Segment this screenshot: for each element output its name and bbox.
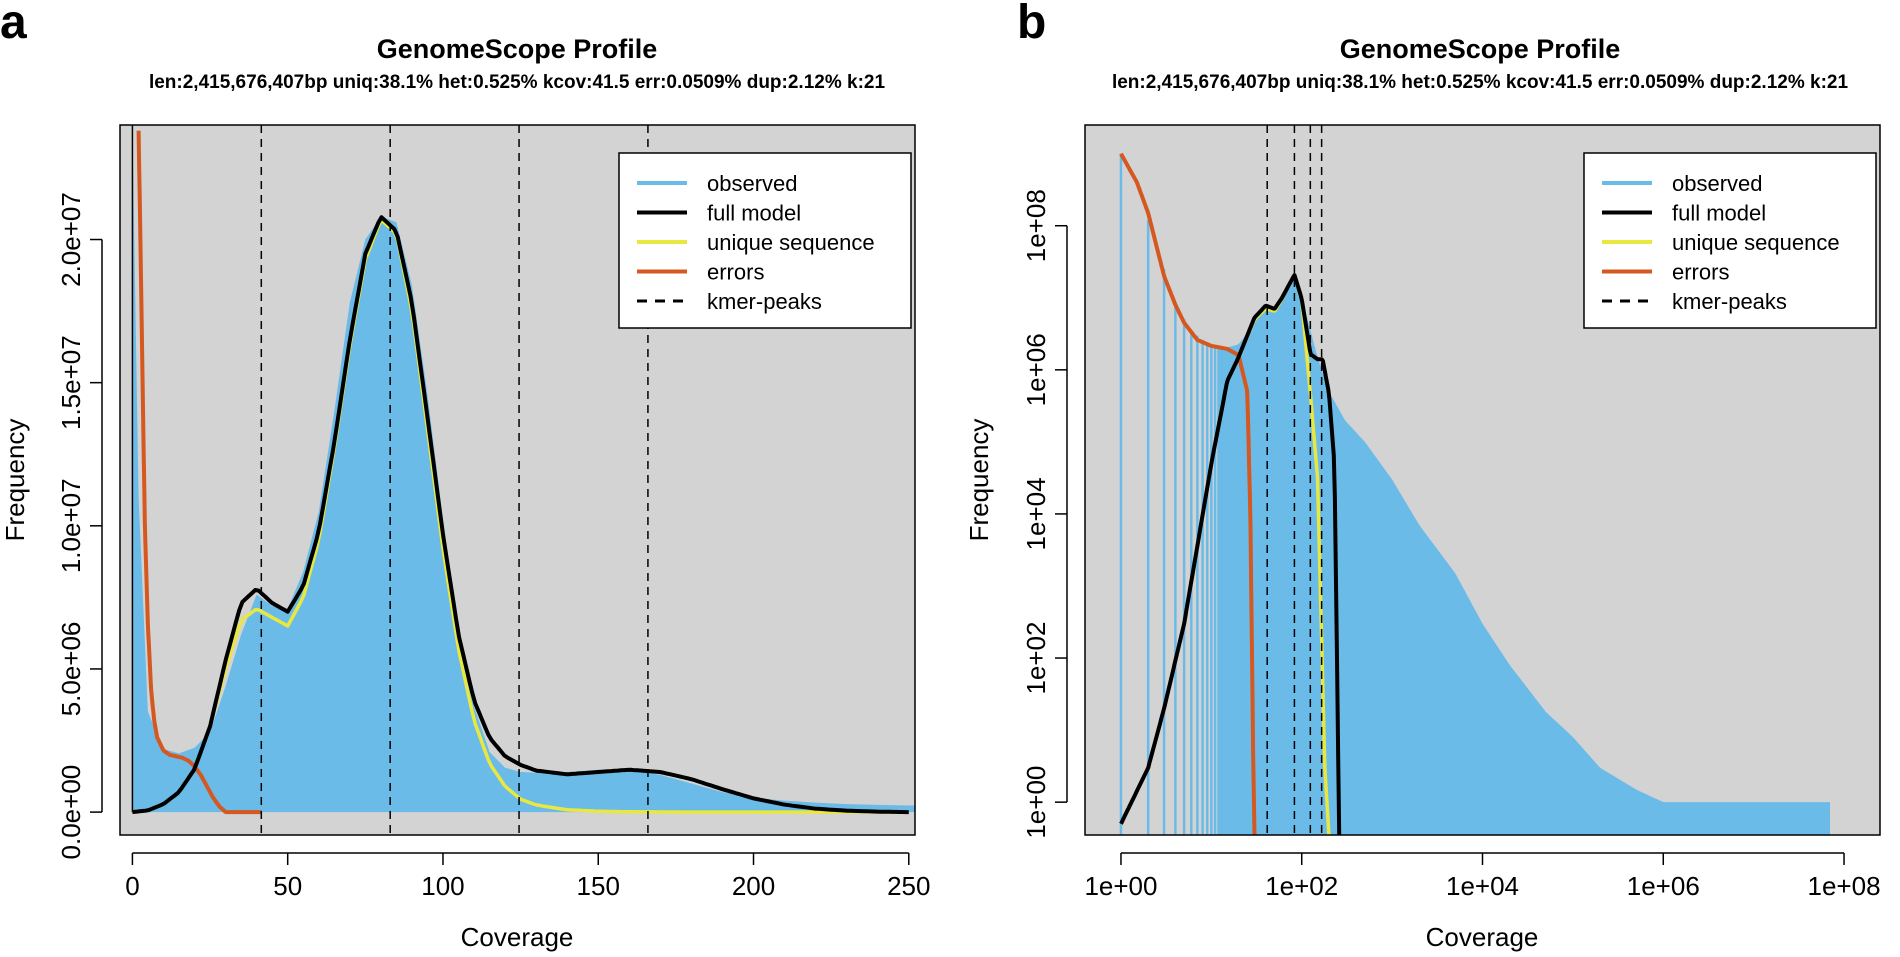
panel-b-x-axis: 1e+00 1e+02 1e+04 1e+06 1e+08 xyxy=(1084,852,1881,901)
x-tick-label: 50 xyxy=(273,871,302,901)
panel-a-x-axis-label: Coverage xyxy=(461,922,574,952)
y-tick-label: 2.0e+07 xyxy=(56,192,86,287)
legend-label: unique sequence xyxy=(707,230,875,255)
errors-curve xyxy=(136,130,263,815)
panel-b-y-axis-label: Frequency xyxy=(964,419,994,542)
y-tick-label: 1e+08 xyxy=(1021,189,1051,262)
panel-b-model-curves xyxy=(1119,152,1342,836)
panel-b-legend: observed full model unique sequence errors k… xyxy=(1583,152,1877,329)
panel-a-subtitle: len:2,415,676,407bp uniq:38.1% het:0.525… xyxy=(149,72,886,93)
x-tick-label: 1e+08 xyxy=(1808,871,1881,901)
panel-b: b GenomeScope Profile len:2,415,676,407b… xyxy=(964,0,1881,952)
x-tick-label: 1e+00 xyxy=(1084,871,1157,901)
legend-label: observed xyxy=(1672,171,1763,196)
x-tick-label: 1e+02 xyxy=(1265,871,1338,901)
panel-a-kmer-peak-lines xyxy=(260,125,649,835)
panel-a-y-axis: 0.0e+00 5.0e+06 1.0e+07 1.5e+07 2.0e+07 xyxy=(56,192,103,860)
legend-label: full model xyxy=(1672,201,1766,226)
errors-curve xyxy=(1119,152,1257,836)
unique-sequence-curve xyxy=(132,218,909,814)
legend-label: kmer-peaks xyxy=(707,289,822,314)
panel-b-title: GenomeScope Profile xyxy=(1340,34,1621,64)
panel-letter-a: a xyxy=(0,0,27,49)
panel-b-observed-spikes xyxy=(1119,153,1830,835)
panel-b-y-axis: 1e+00 1e+02 1e+04 1e+06 1e+08 xyxy=(1021,189,1068,839)
legend-label: observed xyxy=(707,171,798,196)
panel-b-subtitle: len:2,415,676,407bp uniq:38.1% het:0.525… xyxy=(1112,72,1849,93)
observed-area xyxy=(132,125,915,813)
y-tick-label: 5.0e+06 xyxy=(56,622,86,717)
panel-a-legend: observed full model unique sequence errors k… xyxy=(618,152,912,329)
x-tick-label: 250 xyxy=(887,871,930,901)
panel-a-title: GenomeScope Profile xyxy=(377,34,658,64)
legend-label: errors xyxy=(1672,260,1729,285)
observed-area xyxy=(1218,275,1830,835)
panel-a-plot-frame xyxy=(119,124,916,836)
panel-a: a GenomeScope Profile len:2,415,676,407b… xyxy=(0,0,930,952)
legend-label: full model xyxy=(707,201,801,226)
y-tick-label: 1e+04 xyxy=(1021,477,1051,550)
x-tick-label: 100 xyxy=(421,871,464,901)
panel-a-y-axis-label: Frequency xyxy=(0,419,30,542)
y-tick-label: 1e+02 xyxy=(1021,622,1051,695)
x-tick-label: 1e+04 xyxy=(1446,871,1519,901)
panel-b-plot-frame xyxy=(1084,124,1881,836)
y-tick-label: 1e+00 xyxy=(1021,766,1051,839)
legend-label: errors xyxy=(707,260,764,285)
panel-a-observed-area xyxy=(131,125,915,813)
panel-b-x-axis-label: Coverage xyxy=(1426,922,1539,952)
full-model-curve xyxy=(1119,273,1342,836)
panel-b-kmer-peak-lines xyxy=(1266,125,1323,835)
y-tick-label: 0.0e+00 xyxy=(56,765,86,860)
x-tick-label: 200 xyxy=(732,871,775,901)
legend-label: kmer-peaks xyxy=(1672,289,1787,314)
y-tick-label: 1.5e+07 xyxy=(56,335,86,430)
panel-letter-b: b xyxy=(1017,0,1046,49)
legend-label: unique sequence xyxy=(1672,230,1840,255)
panel-a-x-axis: 0 50 100 150 200 250 xyxy=(125,852,930,901)
y-tick-label: 1e+06 xyxy=(1021,333,1051,406)
y-tick-label: 1.0e+07 xyxy=(56,478,86,573)
x-tick-label: 150 xyxy=(577,871,620,901)
x-tick-label: 1e+06 xyxy=(1627,871,1700,901)
x-tick-label: 0 xyxy=(125,871,139,901)
